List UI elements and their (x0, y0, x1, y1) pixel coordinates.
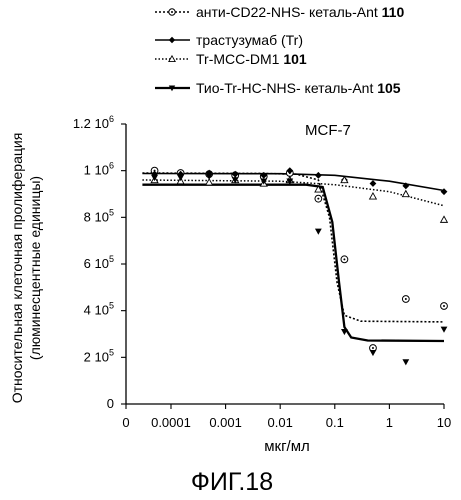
y-tick-label: 1.2 106 (73, 114, 114, 131)
y-axis-title-line2: (люминесцентные единицы) (27, 176, 43, 360)
marker-diamond (369, 180, 377, 187)
x-tick-label: 0.001 (209, 415, 242, 430)
legend: анти-CD22-NHS- кеталь-Ant 110 трастузумаб… (155, 4, 404, 96)
y-axis-title: Относительная клеточная пролиферация (лю… (9, 133, 43, 404)
x-tick-label: 1 (386, 415, 393, 430)
legend-series-number: 101 (279, 51, 306, 67)
marker-triangle-up (168, 54, 176, 63)
marker-circle-center (343, 258, 346, 261)
marker-diamond (260, 171, 268, 179)
plot-area (125, 124, 444, 405)
marker-diamond (231, 170, 239, 178)
marker-diamond (440, 188, 448, 196)
y-tick-exponent: 5 (109, 207, 114, 217)
y-tick-label: 6 105 (84, 254, 114, 271)
marker-circle-center (153, 169, 156, 172)
x-tick-label: 0.01 (268, 415, 293, 430)
marker-triangle-down (402, 359, 410, 366)
y-tick-label: 8 105 (84, 207, 114, 224)
marker-triangle-up (340, 175, 349, 184)
marker-triangle-up (439, 215, 449, 223)
y-tick-mantissa: 6 10 (84, 256, 109, 271)
legend-label-series-4: Тио-Tr-HC-NHS- кеталь-Ant 105 (196, 80, 401, 96)
panel-label: MCF-7 (305, 122, 351, 139)
y-tick-label: 1 106 (84, 161, 114, 178)
marker-triangle-up (314, 185, 323, 193)
figure-caption: ФИГ.18 (191, 468, 273, 496)
marker-triangle-down (440, 326, 448, 333)
legend-series-number: 105 (373, 80, 400, 96)
x-tick-label: 0.0001 (151, 415, 191, 430)
legend-series-name: Tr-MCC-DM1 (196, 51, 280, 67)
fit-curve-series-4 (142, 183, 445, 343)
y-tick-exponent: 5 (109, 347, 114, 357)
marker-triangle-down (341, 328, 348, 336)
fit-curve-series-1 (142, 172, 445, 323)
marker-circle-center (371, 347, 374, 349)
marker-triangle-up (368, 192, 378, 200)
marker-triangle-down (231, 177, 239, 184)
data-points (150, 166, 449, 366)
marker-circle-center (171, 11, 173, 13)
y-tick-exponent: 5 (109, 254, 114, 264)
legend-label-series-1: анти-CD22-NHS- кеталь-Ant 110 (196, 4, 404, 20)
marker-triangle-down (314, 228, 322, 235)
marker-triangle-down (151, 174, 158, 182)
y-tick-mantissa: 0 (107, 396, 114, 411)
x-tick-label: 10 (437, 415, 451, 430)
marker-circle-center (443, 305, 445, 307)
y-tick-mantissa: 1 10 (84, 163, 109, 178)
marker-diamond (286, 167, 294, 175)
marker-triangle-down (260, 178, 268, 185)
marker-diamond (314, 171, 322, 179)
legend-label-series-2: трастузумаб (Tr) (196, 32, 303, 48)
y-tick-exponent: 5 (109, 301, 114, 311)
x-axis-ticks: 0 0.0001 0.001 0.01 0.1 1 10 (122, 404, 451, 430)
marker-triangle-up (204, 178, 214, 186)
legend-series-number: 110 (378, 4, 405, 20)
marker-triangle-down (177, 174, 185, 182)
marker-triangle-down (168, 85, 176, 92)
y-tick-exponent: 6 (109, 114, 114, 124)
y-tick-label: 2 105 (84, 347, 114, 364)
x-tick-label: 0 (122, 415, 129, 430)
y-tick-mantissa: 1.2 10 (73, 116, 109, 131)
marker-circle-center (404, 298, 407, 300)
x-axis-title: мкг/мл (264, 438, 310, 455)
marker-triangle-down (205, 173, 213, 180)
marker-triangle-up (401, 189, 410, 198)
y-tick-exponent: 6 (109, 161, 114, 171)
legend-series-name: анти-CD22-NHS- кеталь-Ant (196, 4, 378, 20)
legend-label-series-3: Tr-MCC-DM1 101 (196, 51, 307, 67)
marker-diamond (402, 182, 410, 190)
y-tick-label: 4 105 (84, 301, 114, 318)
y-tick-mantissa: 2 10 (84, 349, 109, 364)
marker-triangle-down (286, 178, 294, 185)
marker-triangle-down (369, 349, 377, 357)
y-tick-label: 0 (107, 396, 114, 411)
legend-series-name: трастузумаб (Tr) (196, 32, 303, 48)
y-axis-title-line1: Относительная клеточная пролиферация (9, 133, 25, 404)
y-tick-mantissa: 8 10 (84, 209, 109, 224)
legend-series-name: Тио-Tr-HC-NHS- кеталь-Ant (196, 80, 373, 96)
marker-diamond (168, 36, 176, 44)
x-tick-label: 0.1 (326, 415, 344, 430)
y-tick-mantissa: 4 10 (84, 303, 109, 318)
fit-curves (142, 172, 445, 343)
marker-circle-center (317, 197, 320, 200)
